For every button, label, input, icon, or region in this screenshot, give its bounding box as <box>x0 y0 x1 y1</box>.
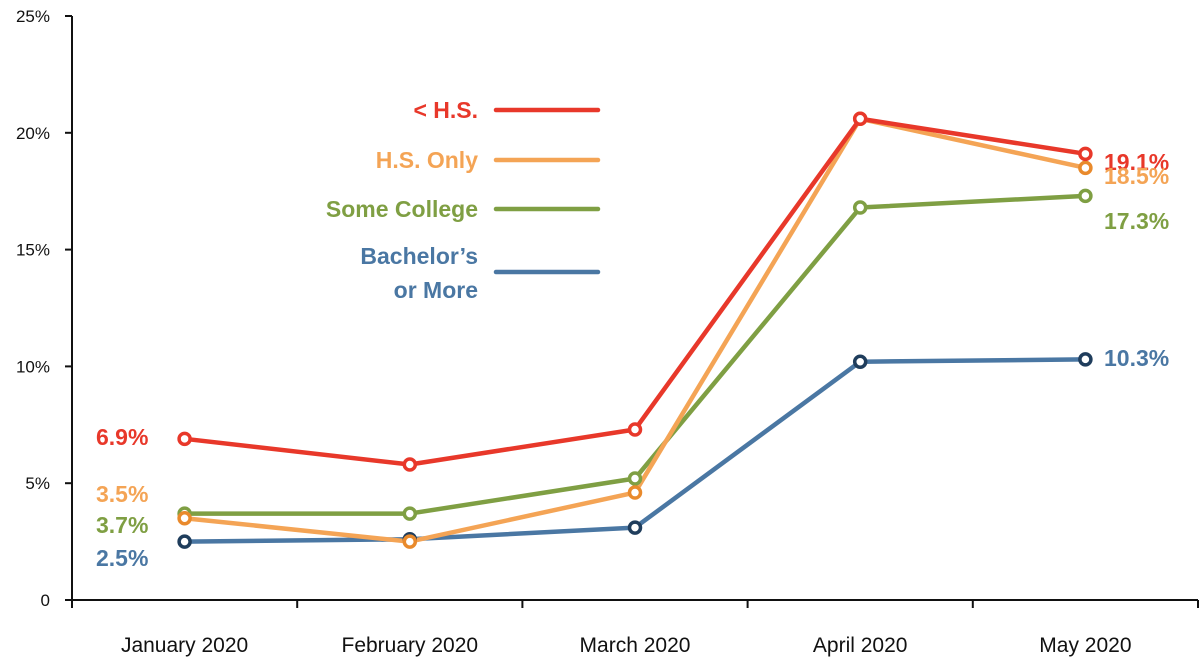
x-tick-label: February 2020 <box>342 634 479 657</box>
series-line <box>185 196 1086 514</box>
data-point <box>179 513 190 524</box>
end-value-label: 17.3% <box>1104 208 1169 234</box>
data-point <box>404 459 415 470</box>
x-ticks: January 2020 February 2020 March 2020 April… <box>72 600 1198 657</box>
start-value-label: 3.7% <box>96 512 148 538</box>
y-tick-label: 15% <box>16 241 50 260</box>
data-point <box>179 433 190 444</box>
data-point <box>630 424 641 435</box>
legend-label-line: Bachelor’s <box>360 243 478 269</box>
data-point <box>630 473 641 484</box>
y-tick-label: 25% <box>16 7 50 26</box>
x-tick-label: March 2020 <box>580 634 691 657</box>
start-value-label: 2.5% <box>96 545 148 571</box>
y-tick-label: 20% <box>16 124 50 143</box>
y-ticks: 0 5% 10% 15% 20% 25% <box>16 7 72 610</box>
legend: < H.S. H.S. Only Some College Bachelor’s or … <box>326 97 598 303</box>
data-point <box>630 487 641 498</box>
legend-label: H.S. Only <box>376 147 478 173</box>
x-tick-label: January 2020 <box>121 634 248 657</box>
legend-label: Bachelor’s or More <box>360 243 478 303</box>
data-point <box>630 522 641 533</box>
legend-label: Some College <box>326 196 478 222</box>
data-point <box>1080 162 1091 173</box>
start-value-label: 6.9% <box>96 424 148 450</box>
x-tick-label: April 2020 <box>813 634 908 657</box>
data-point <box>1080 354 1091 365</box>
data-point <box>404 536 415 547</box>
series-line <box>185 119 1086 465</box>
data-point <box>1080 190 1091 201</box>
data-point <box>179 536 190 547</box>
end-value-label: 10.3% <box>1104 345 1169 371</box>
end-value-label: 18.5% <box>1104 163 1169 189</box>
data-point <box>1080 148 1091 159</box>
y-tick-label: 0 <box>41 591 50 610</box>
legend-label: < H.S. <box>413 97 478 123</box>
y-tick-label: 5% <box>25 474 50 493</box>
series-points <box>179 113 1091 547</box>
start-value-label: 3.5% <box>96 481 148 507</box>
data-point <box>855 202 866 213</box>
data-point <box>855 356 866 367</box>
x-tick-label: May 2020 <box>1039 634 1131 657</box>
data-point <box>855 113 866 124</box>
y-tick-label: 10% <box>16 357 50 376</box>
legend-label-line: or More <box>394 277 478 303</box>
data-point <box>404 508 415 519</box>
